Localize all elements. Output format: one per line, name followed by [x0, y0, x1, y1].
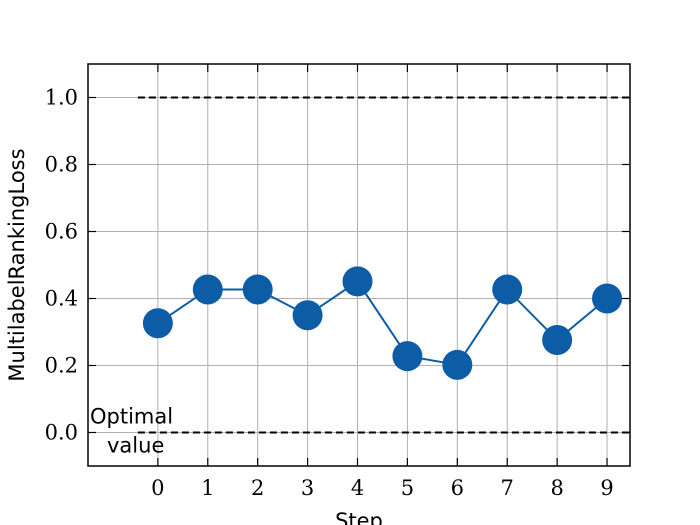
x-axis-label: Step — [335, 509, 383, 525]
annotation: Optimal — [90, 405, 173, 429]
point — [392, 341, 423, 372]
x-tick-label: 4 — [351, 476, 364, 500]
x-tick-label: 9 — [600, 476, 613, 500]
point — [492, 274, 523, 305]
point — [242, 274, 273, 305]
y-tick-label: 0.2 — [45, 354, 78, 378]
x-tick-label: 0 — [151, 476, 164, 500]
plot: Optimal value — [90, 96, 630, 458]
x-tick-label: 8 — [550, 476, 563, 500]
y-axis-label: MultilabelRankingLoss — [5, 148, 29, 381]
point — [342, 266, 373, 297]
y-tick-label: 0.4 — [45, 287, 78, 311]
y-tick-label: 1.0 — [45, 86, 78, 110]
y-tick-label: 0.6 — [45, 220, 78, 244]
x-tick-label: 1 — [201, 476, 214, 500]
y-tick-label: 0.0 — [45, 421, 78, 445]
point — [442, 349, 473, 380]
point — [592, 283, 623, 314]
x-tick-label: 6 — [451, 476, 464, 500]
annotation: value — [107, 434, 164, 458]
y-tick-label: 0.8 — [45, 153, 78, 177]
x-tick-label: 3 — [301, 476, 314, 500]
axes-frame — [87, 63, 631, 467]
x-tick-label: 5 — [401, 476, 414, 500]
x-tick-label: 2 — [251, 476, 264, 500]
point — [142, 308, 173, 339]
point — [292, 300, 323, 331]
x-tick-label: 7 — [501, 476, 514, 500]
point — [192, 274, 223, 305]
point — [542, 325, 573, 356]
grid — [88, 64, 630, 466]
series-line — [157, 280, 608, 366]
